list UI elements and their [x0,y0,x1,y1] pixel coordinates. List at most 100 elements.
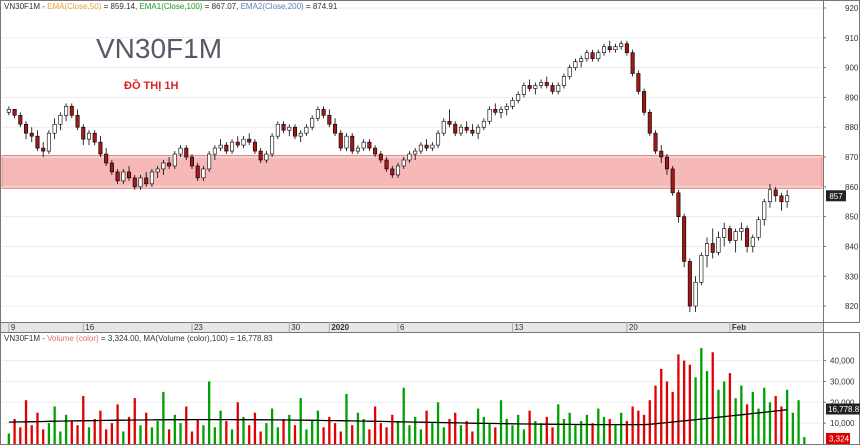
volume-bar [362,418,365,444]
candle [350,133,355,155]
volume-bar [431,423,434,444]
candle-body-up [487,109,492,122]
candle [264,151,269,163]
candle-body-up [613,46,618,51]
volume-bar [499,400,503,444]
candle-body-up [138,177,143,188]
candle [527,79,532,92]
candle-body-up [121,171,126,182]
candle-body-up [430,144,435,149]
candle-body-down [321,109,326,116]
candle [338,130,343,152]
volume-bar [219,410,222,444]
volume-bar [333,423,337,444]
candle [270,133,275,158]
legend-ema2-value: = 874.91 [304,2,338,11]
candle [298,130,303,143]
candle-body-up [264,153,269,161]
volume-bar [322,427,325,444]
candle-body-down [247,138,252,143]
candle [487,106,492,125]
candle-body-down [710,243,715,253]
candle [670,165,675,196]
candle [424,139,429,152]
legend-ema1-value: = 867.07, [203,2,241,11]
volume-bar [248,425,251,444]
candle-body-up [596,52,601,59]
candle-body-up [722,228,727,238]
candle [384,157,389,172]
volume-ma-label: 16,778.8 [828,405,860,414]
candle-body-down [527,85,532,89]
candle [676,189,681,223]
candle [41,142,46,158]
candle-body-up [287,126,292,131]
candle-body-up [504,106,509,110]
price-tick-label: 850 [845,213,859,222]
candle-body-down [470,129,475,134]
candle-body-down [98,141,103,155]
volume-bar [133,398,136,444]
candle [178,145,183,158]
candle-body-up [310,117,315,128]
candle [292,124,298,140]
volume-bar [682,360,686,444]
candle-body-down [115,171,120,182]
price-tick-label: 880 [845,123,859,132]
candle [590,49,595,62]
current-price-label: 857 [829,192,843,201]
candle-body-up [516,94,521,101]
candle-body-up [344,135,349,149]
volume-bar [476,408,480,444]
candle-body-up [567,67,572,77]
candle [544,76,549,89]
candle [127,165,132,181]
candle [401,157,406,169]
volume-bar [105,429,108,444]
candle [344,133,349,152]
candle [647,109,652,137]
candle [504,103,509,116]
candle-body-up [693,281,698,307]
volume-bar [225,421,228,444]
volume-bar [282,418,285,444]
volume-bar [522,429,526,444]
volume-bar [608,418,611,444]
volume-bar [791,412,795,444]
price-tick-label: 860 [845,183,859,192]
candle-body-up [481,120,486,128]
volume-bar [276,427,279,444]
volume-bar [459,425,463,444]
chart-subtitle: ĐỒ THỊ 1H [124,79,178,92]
candle-body-down [550,85,555,92]
candle [567,64,572,80]
volume-panel-frame [0,332,824,445]
candle-body-up [573,61,578,68]
volume-bar [59,431,62,444]
price-tick-label: 870 [845,153,859,162]
candle-body-down [75,114,80,128]
candle [155,165,160,178]
volume-bar [328,416,331,444]
candle [235,136,240,149]
candle-body-down [642,91,647,113]
volume-bar [259,431,262,444]
volume-last-badge [826,433,850,444]
candle-body-down [258,150,263,161]
candle-body-up [785,195,790,203]
volume-legend-value: = 3,324.00, MA(Volume (color),100) = 16,… [99,334,273,343]
candle [659,145,664,163]
volume-bar [356,412,360,444]
volume-bar [528,410,531,444]
volume-axis-frame [823,332,860,445]
x-axis-ticks: 9 16 23 30 2020 6 13 20 Feb [8,322,746,332]
volume-legend: VN30F1M - Volume (color) = 3,324.00, MA(… [4,334,273,343]
volume-bar [757,408,760,444]
candle-body-up [705,243,710,256]
candle-body-down [373,147,378,155]
candle [710,228,715,259]
volume-axis-ticks: 40,000 30,000 20,000 10,000 [823,357,855,428]
volume-bar [648,400,651,444]
candle [69,103,74,119]
